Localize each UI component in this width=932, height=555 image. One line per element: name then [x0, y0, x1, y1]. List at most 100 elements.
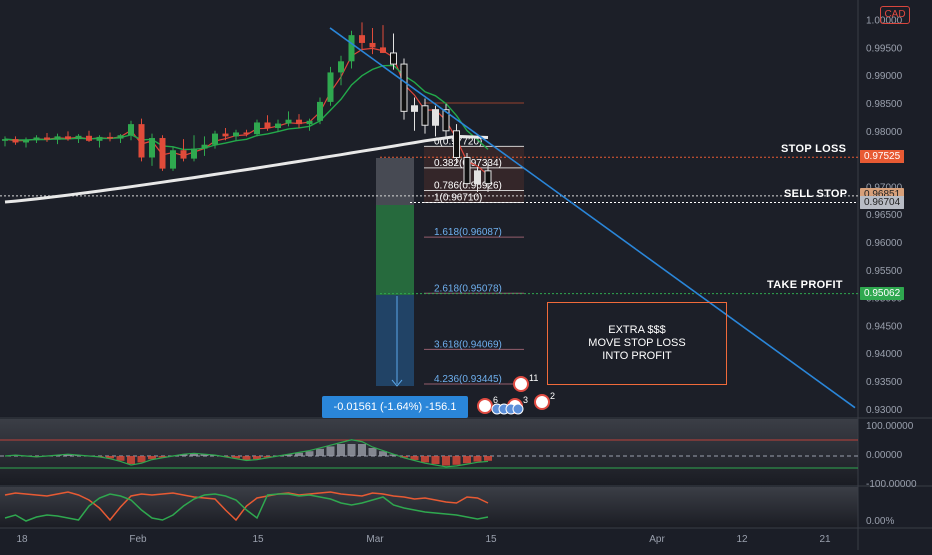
candle-body [432, 109, 439, 126]
candle-body [212, 133, 218, 145]
candle-body [191, 148, 197, 159]
note-line: MOVE STOP LOSS [588, 337, 686, 349]
y-tick-label: 0.93000 [866, 405, 903, 416]
candle-body [285, 119, 292, 124]
fib-level-label: 4.236(0.93445) [434, 374, 502, 385]
osc-histogram-bar [284, 454, 293, 456]
osc-histogram-bar [421, 456, 429, 463]
stop-loss-label: STOP LOSS [781, 143, 847, 155]
osc-tick-label: 0.00000 [866, 450, 903, 461]
x-tick-label: 12 [736, 534, 748, 545]
sell-stop-label: SELL STOP [784, 188, 848, 200]
osc-histogram-bar [64, 454, 72, 456]
osc-histogram-bar [347, 444, 356, 456]
y-tick-label: 0.94500 [866, 321, 903, 332]
osc-histogram-bar [253, 456, 261, 460]
candle-body [128, 124, 134, 136]
fib-level-label: 3.618(0.94069) [434, 339, 502, 350]
x-tick-label: 18 [16, 534, 28, 545]
event-icon [534, 394, 550, 410]
y-tick-label: 0.98000 [866, 127, 903, 138]
osc-histogram-bar [431, 456, 440, 464]
y-axis-bg [858, 0, 932, 550]
candle-body [86, 135, 92, 141]
note-line: INTO PROFIT [602, 350, 672, 362]
osc-histogram-bar [379, 451, 387, 456]
candle-body [338, 61, 344, 73]
event-icon [477, 398, 493, 414]
pct-red-line [4, 491, 489, 522]
pct-pane-bg [0, 487, 858, 528]
osc-histogram-bar [484, 456, 492, 461]
y-tick-label: 0.93500 [866, 377, 903, 388]
candle-body [484, 170, 492, 185]
event-count: 6 [493, 395, 498, 405]
osc-histogram-bar [368, 448, 377, 456]
osc-histogram-bar [232, 456, 240, 459]
note-box[interactable]: EXTRA $$$ MOVE STOP LOSS INTO PROFIT [547, 302, 727, 385]
price-tag: 0.96704 [860, 195, 905, 209]
measure-extension-zone [376, 295, 414, 386]
x-tick-label: 15 [485, 534, 497, 545]
osc-histogram-bar [463, 456, 471, 464]
candle-body [369, 42, 376, 48]
candle-body [75, 135, 82, 140]
price-tag: 0.95062 [860, 287, 905, 301]
event-dot [512, 403, 524, 415]
event-count: 3 [523, 395, 528, 405]
pct-tick-label: 0.00% [866, 516, 894, 527]
candle-body [264, 122, 271, 129]
candle-body [96, 136, 103, 141]
candle-body [44, 137, 50, 140]
measure-readout[interactable]: -0.01561 (-1.64%) -156.1 [322, 396, 468, 418]
candle-body [400, 63, 408, 112]
fib-level-label: 0.786(0.96926) [434, 181, 502, 192]
osc-histogram-bar [473, 456, 482, 462]
x-tick-label: 15 [252, 534, 264, 545]
fib-level-label: 1(0.96710) [434, 193, 482, 204]
price-tag: 0.97525 [860, 150, 905, 164]
candle-body [233, 132, 239, 137]
osc-histogram-bar [295, 452, 303, 456]
event-count: 11 [529, 373, 538, 383]
x-tick-label: Feb [129, 534, 147, 545]
candle-body [380, 47, 386, 53]
candle-body [306, 120, 313, 125]
y-tick-label: 0.99000 [866, 71, 903, 82]
oscillator-pane-bg [0, 419, 858, 485]
osc-histogram-bar [158, 456, 167, 458]
candle-body [463, 156, 471, 185]
osc-histogram-bar [190, 453, 198, 456]
candle-body [33, 137, 40, 141]
candle-body [54, 136, 61, 140]
measure-profit-zone [376, 205, 414, 295]
osc-histogram-bar [127, 456, 135, 464]
candle-body [117, 135, 124, 139]
y-tick-label: 0.96500 [866, 210, 903, 221]
candle-body [348, 35, 355, 62]
candle-body [442, 109, 450, 132]
note-line: EXTRA $$$ [608, 324, 666, 336]
osc-histogram-bar [200, 454, 209, 456]
candle-body [254, 122, 260, 135]
osc-histogram-bar [148, 456, 156, 460]
candle-body [180, 150, 187, 159]
y-tick-label: 1.00000 [866, 16, 903, 27]
x-tick-label: 21 [819, 534, 831, 545]
candle-body [201, 144, 208, 149]
osc-histogram-bar [116, 456, 125, 461]
candle-body [421, 105, 429, 126]
osc-histogram-bar [358, 444, 366, 456]
currency-badge[interactable]: CAD [880, 6, 910, 24]
measure-top-zone [376, 158, 414, 205]
candle-body [107, 136, 113, 139]
candle-body [275, 123, 281, 129]
osc-histogram-bar [305, 451, 314, 456]
candle-body [149, 138, 155, 158]
osc-histogram-bar [179, 454, 188, 456]
measure-arrowhead [391, 379, 403, 387]
y-tick-label: 0.99500 [866, 43, 903, 54]
y-tick-label: 0.98500 [866, 99, 903, 110]
osc-histogram-bar [337, 444, 345, 456]
